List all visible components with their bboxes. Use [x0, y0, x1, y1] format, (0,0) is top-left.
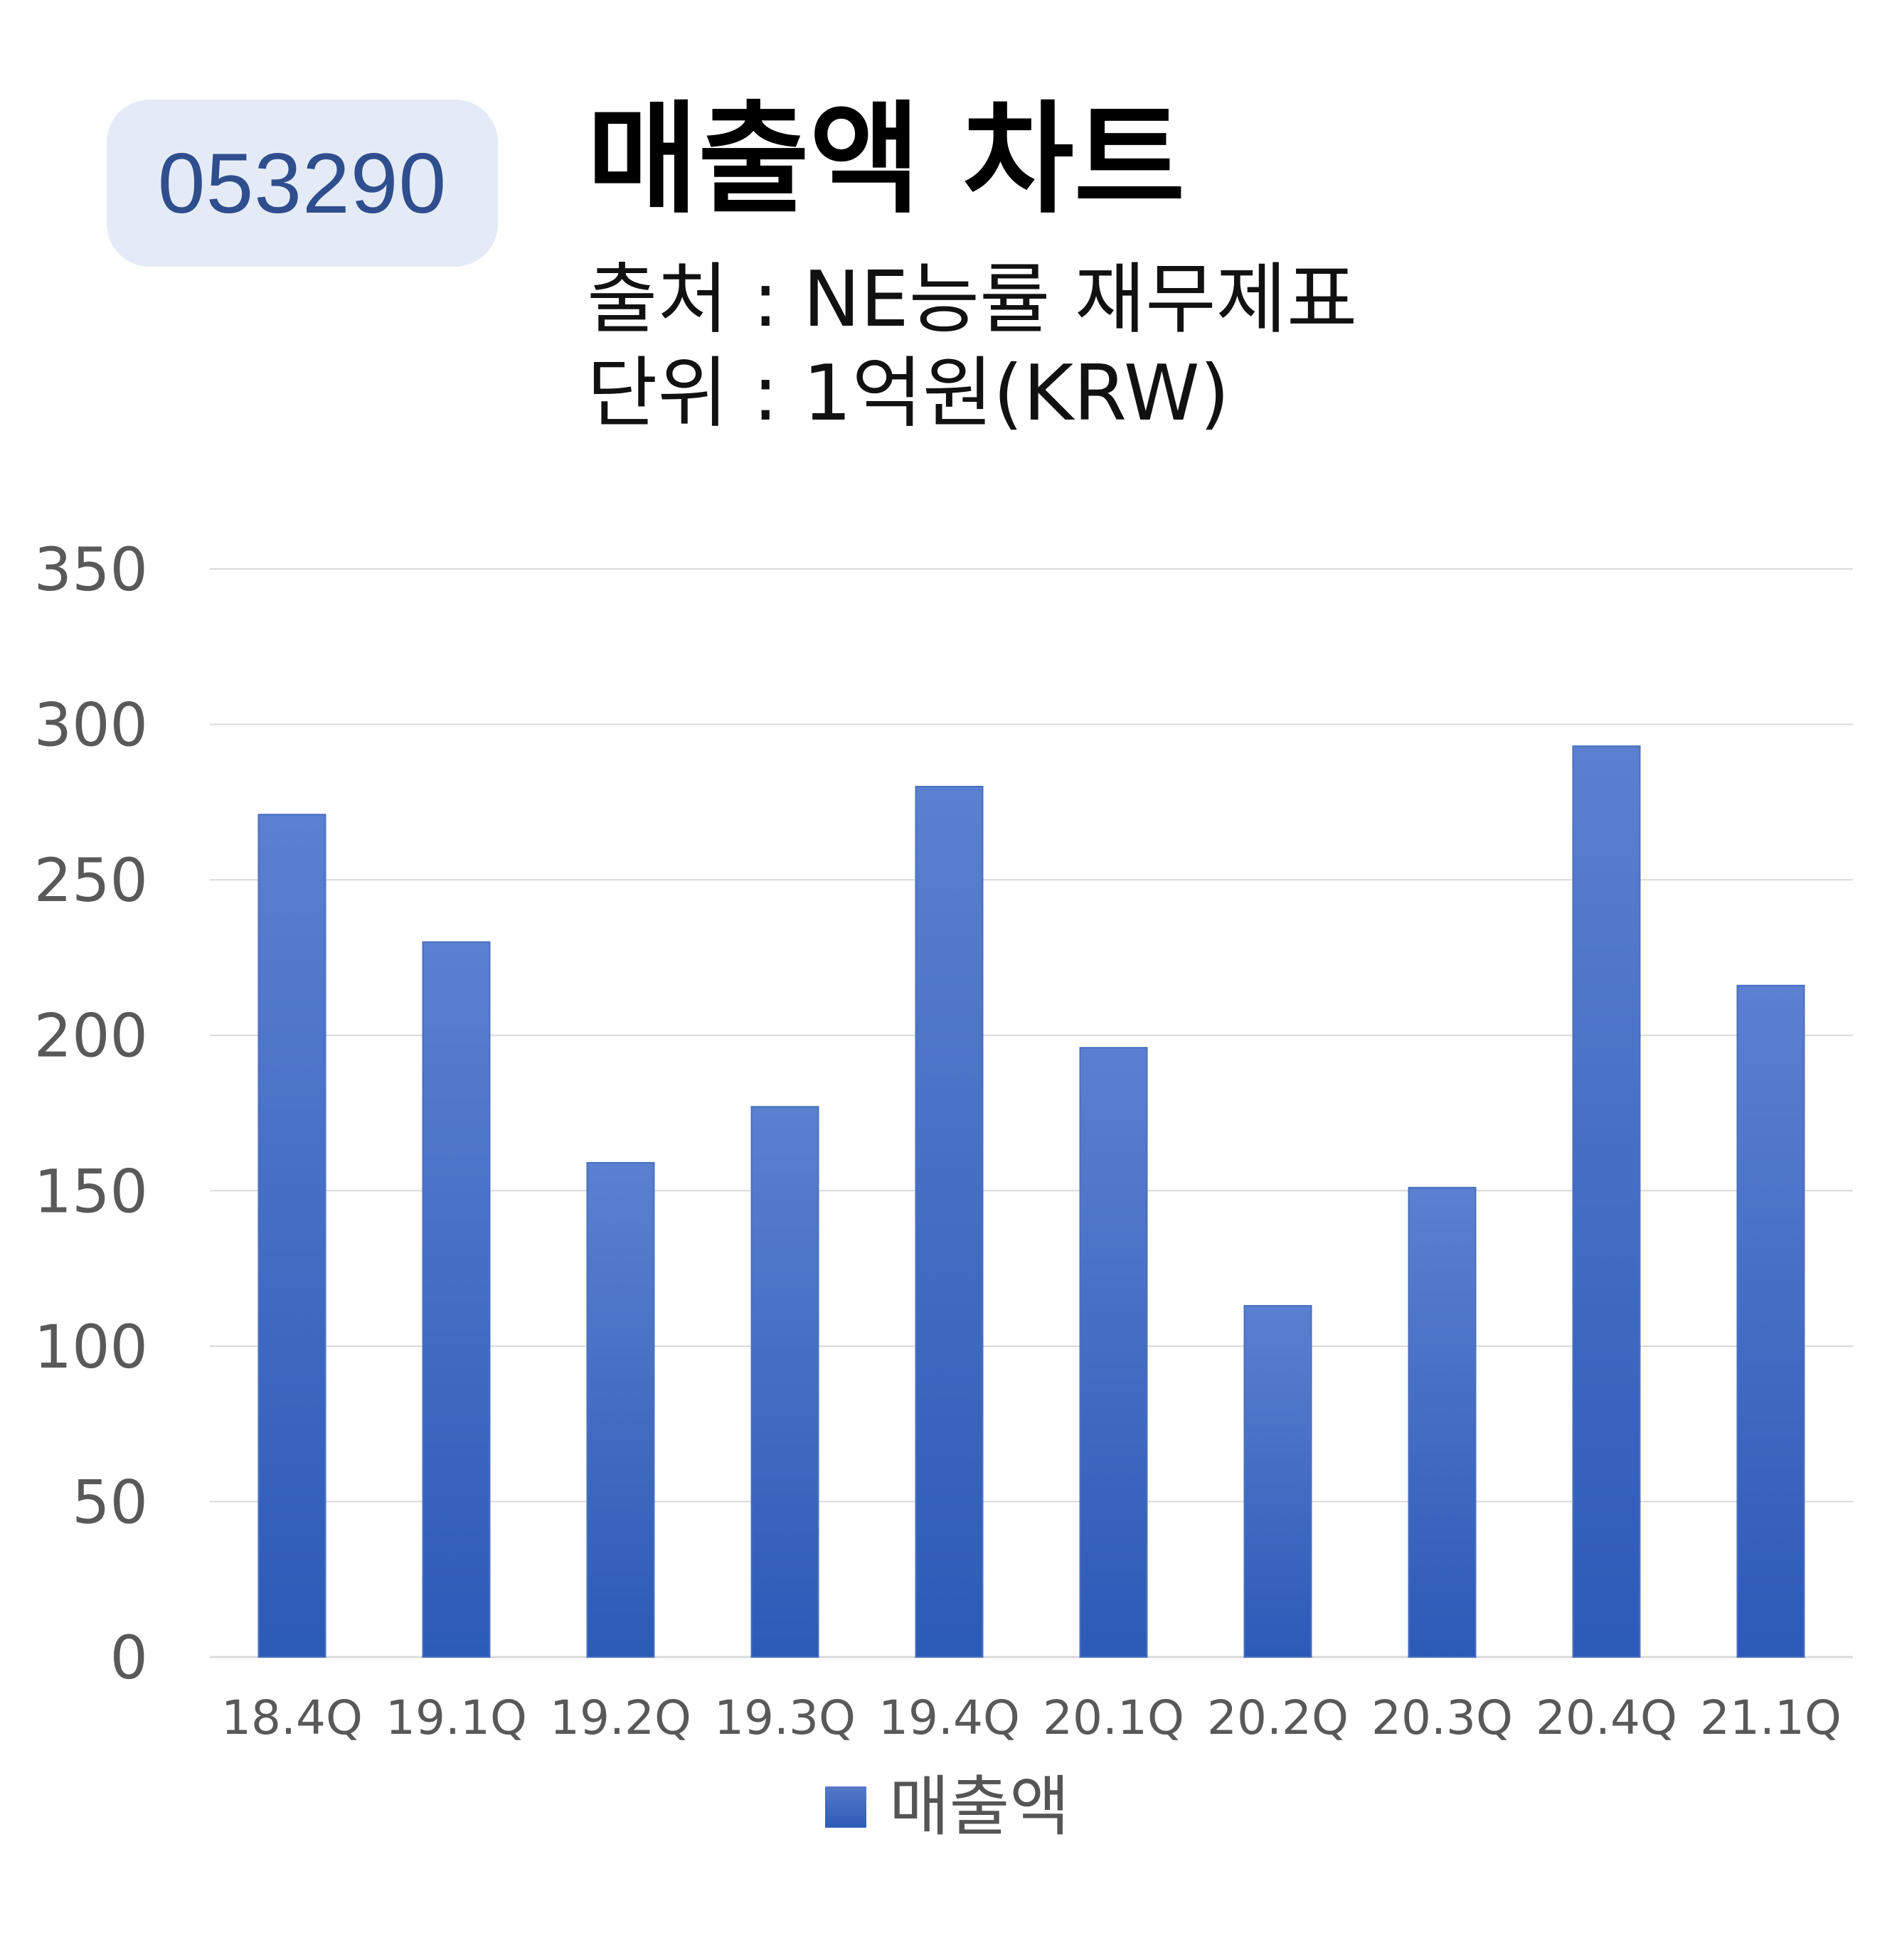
data-source-text: 출처 : NE능률 재무제표	[587, 255, 1358, 344]
x-tick-label: 21.1Q	[1700, 1690, 1842, 1745]
y-tick-label: 200	[34, 1001, 148, 1071]
legend-label: 매출액	[889, 1769, 1070, 1845]
legend: 매출액	[825, 1774, 1070, 1840]
x-tick-label: 19.2Q	[550, 1690, 691, 1745]
legend-swatch	[825, 1786, 866, 1828]
x-tick-label: 20.2Q	[1207, 1690, 1349, 1745]
bar-19.2Q	[586, 1161, 655, 1658]
bar-20.3Q	[1408, 1186, 1477, 1658]
bars	[257, 745, 1805, 1658]
x-tick-label: 19.1Q	[386, 1690, 527, 1745]
bar-21.1Q	[1736, 984, 1805, 1658]
ticker-code: 053290	[157, 135, 447, 231]
bar-20.1Q	[1079, 1047, 1148, 1658]
chart-title: 매출액 차트	[587, 90, 1186, 230]
x-tick-label: 18.4Q	[221, 1690, 363, 1745]
revenue-bar-chart: 0 50 100 150 200 250 300 350 18.4Q 19.1Q 19.2Q 19.…	[34, 535, 1853, 1745]
unit-text: 단위 : 1억원(KRW)	[587, 349, 1230, 438]
y-tick-label: 250	[34, 846, 148, 915]
bar-20.4Q	[1572, 745, 1641, 1658]
y-tick-label: 150	[34, 1156, 148, 1226]
y-tick-label: 300	[34, 691, 148, 760]
x-tick-label: 20.3Q	[1371, 1690, 1513, 1745]
x-tick-label: 19.4Q	[878, 1690, 1020, 1745]
y-tick-label: 50	[72, 1467, 148, 1537]
bar-19.1Q	[422, 941, 491, 1658]
x-tick-label: 20.4Q	[1536, 1690, 1677, 1745]
ticker-badge: 053290	[107, 100, 498, 267]
y-tick-label: 100	[34, 1312, 148, 1382]
x-tick-label: 20.1Q	[1043, 1690, 1184, 1745]
y-tick-label: 0	[110, 1623, 148, 1693]
bar-20.2Q	[1243, 1305, 1312, 1658]
y-tick-label: 350	[34, 535, 148, 604]
bar-19.4Q	[915, 786, 984, 1658]
bar-19.3Q	[750, 1106, 819, 1658]
bar-18.4Q	[257, 814, 326, 1658]
x-axis-ticks: 18.4Q 19.1Q 19.2Q 19.3Q 19.4Q 20.1Q 20.2Q 20.3Q…	[221, 1690, 1842, 1745]
y-axis-ticks: 0 50 100 150 200 250 300 350	[34, 535, 148, 1693]
x-tick-label: 19.3Q	[714, 1690, 856, 1745]
